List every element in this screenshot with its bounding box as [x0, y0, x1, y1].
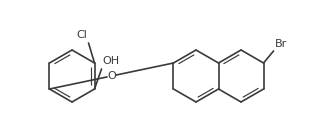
Text: O: O: [107, 71, 116, 81]
Text: Br: Br: [275, 39, 287, 49]
Text: Cl: Cl: [77, 30, 88, 40]
Text: OH: OH: [103, 56, 120, 66]
